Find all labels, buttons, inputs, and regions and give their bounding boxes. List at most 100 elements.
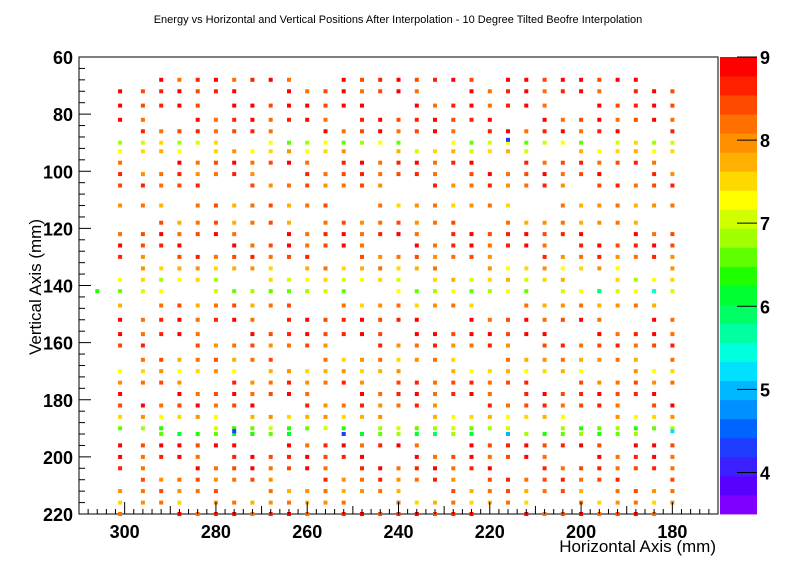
heatmap-cell (140, 183, 145, 188)
heatmap-cell (469, 232, 474, 237)
heatmap-cell (250, 303, 255, 308)
heatmap-cell (159, 129, 164, 134)
heatmap-cell (213, 392, 218, 396)
heatmap-cell (652, 317, 657, 322)
heatmap-cell (524, 289, 529, 294)
heatmap-cell (268, 266, 273, 271)
palette-swatch (720, 361, 757, 382)
heatmap-cell (414, 357, 419, 362)
heatmap-cell (195, 254, 200, 259)
heatmap-cell (305, 89, 310, 94)
heatmap-cell (615, 117, 620, 122)
heatmap-cell (615, 183, 620, 188)
heatmap-cell (268, 414, 273, 419)
heatmap-cell (323, 332, 328, 337)
heatmap-cell (506, 289, 510, 294)
heatmap-cell (597, 443, 602, 448)
heatmap-cell (615, 243, 620, 248)
heatmap-cell (597, 466, 602, 471)
heatmap-cell (268, 277, 273, 282)
heatmap-cell (287, 220, 291, 225)
palette-swatch (720, 304, 757, 324)
heatmap-cell (469, 426, 474, 431)
heatmap-cell (633, 369, 638, 374)
heatmap-cell (579, 149, 584, 154)
heatmap-cell (506, 89, 510, 94)
heatmap-cell (469, 289, 474, 294)
heatmap-cell (451, 277, 456, 282)
heatmap-cell (177, 380, 182, 385)
heatmap-cell (250, 432, 255, 436)
heatmap-cell (560, 140, 565, 145)
heatmap-cell (287, 232, 291, 237)
heatmap-cell (118, 454, 123, 459)
heatmap-cell (118, 500, 123, 505)
x-tick-label: 260 (292, 522, 322, 542)
heatmap-cell (378, 357, 383, 362)
palette-swatch (720, 114, 757, 134)
heatmap-cell (360, 254, 364, 259)
heatmap-cell (250, 500, 255, 505)
heatmap-cell (195, 443, 200, 448)
heatmap-cell (579, 266, 584, 271)
heatmap-cell (396, 89, 401, 94)
heatmap-cell (360, 172, 364, 177)
heatmap-cell (633, 89, 638, 94)
heatmap-cell (579, 392, 584, 396)
heatmap-cell (159, 303, 164, 308)
heatmap-cell (341, 77, 346, 82)
heatmap-cell (524, 489, 529, 494)
heatmap-cell (268, 254, 273, 259)
heatmap-cell (542, 443, 547, 448)
heatmap-cell (250, 117, 255, 122)
heatmap-cell (140, 454, 145, 459)
heatmap-cell (213, 289, 218, 294)
heatmap-cell (341, 414, 346, 419)
heatmap-cell (506, 149, 510, 154)
heatmap-cell (118, 414, 123, 419)
heatmap-cell (232, 203, 237, 208)
heatmap-cell (118, 303, 123, 308)
heatmap-cell (360, 303, 364, 308)
y-axis: 60 80 100 120 140 160 180 200 220 (43, 48, 91, 525)
palette-swatch (720, 475, 757, 496)
heatmap-cell (542, 89, 547, 94)
heatmap-cell (232, 443, 237, 448)
heatmap-cell (579, 160, 584, 165)
palette-swatch (720, 399, 757, 420)
heatmap-cell (433, 172, 437, 177)
heatmap-cell (232, 117, 237, 122)
heatmap-cell (118, 426, 123, 431)
heatmap-cell (140, 103, 145, 108)
heatmap-cell (524, 500, 529, 505)
heatmap-cell (232, 369, 237, 374)
heatmap-cell (287, 369, 291, 374)
heatmap-cell (195, 466, 200, 471)
y-tick-label: 160 (43, 334, 73, 354)
heatmap-cell (360, 232, 364, 237)
heatmap-cell (451, 149, 456, 154)
heatmap-cell (652, 489, 657, 494)
heatmap-cell (597, 432, 602, 436)
heatmap-cell (118, 149, 123, 154)
heatmap-cell (433, 220, 437, 225)
heatmap-cell (652, 277, 657, 282)
heatmap-cell (670, 243, 675, 248)
heatmap-cell (597, 220, 602, 225)
heatmap-cell (159, 477, 164, 482)
heatmap-cell (323, 277, 328, 282)
heatmap-cell (542, 454, 547, 459)
heatmap-cell (560, 266, 565, 271)
heatmap-cell (118, 103, 123, 108)
heatmap-cell (633, 332, 638, 337)
heatmap-cell (305, 454, 310, 459)
heatmap-cell (579, 317, 584, 322)
heatmap-cell (177, 332, 182, 337)
heatmap-cell (341, 454, 346, 459)
heatmap-cell (323, 289, 328, 294)
heatmap-cell (579, 369, 584, 374)
palette-swatch (720, 209, 757, 229)
heatmap-cell (268, 303, 273, 308)
heatmap-cell (378, 432, 383, 436)
heatmap-cell (341, 426, 346, 431)
